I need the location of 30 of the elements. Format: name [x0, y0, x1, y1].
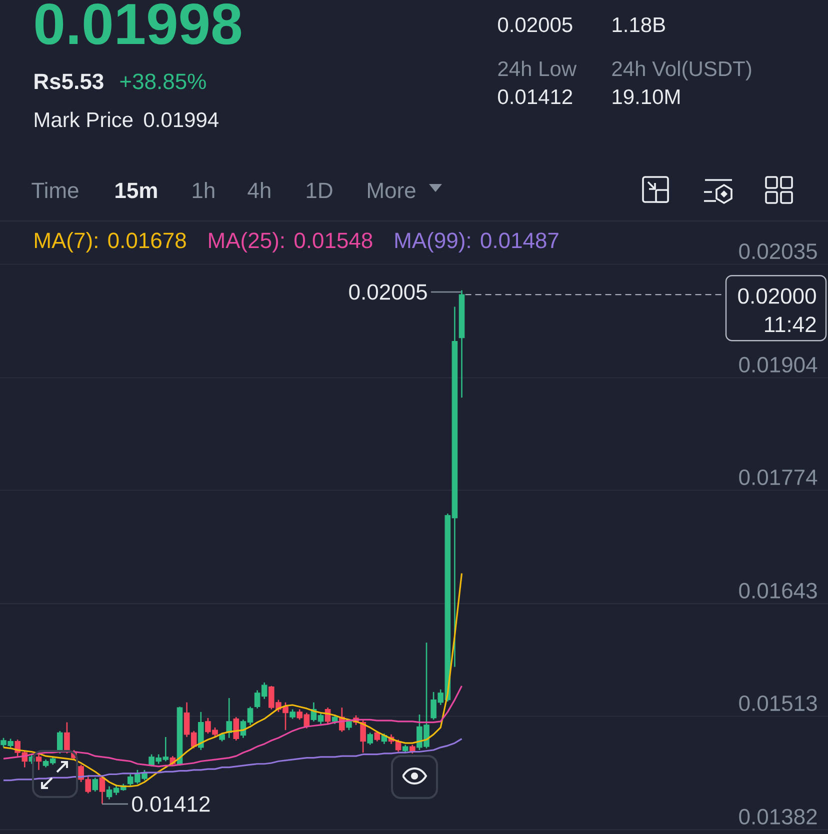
text: +38.85%: [120, 74, 206, 90]
text: 15m: [116, 182, 157, 198]
text: 4h: [248, 182, 270, 198]
ref-line-label: 0.02000: [738, 288, 816, 304]
text: MA(25): 0.01548: [209, 232, 372, 253]
annotation: 0.01412: [132, 796, 210, 812]
text: 0.02005: [498, 17, 572, 32]
text: 24h Low: [498, 60, 577, 76]
text: 0.01994: [144, 112, 218, 128]
text: More: [368, 182, 416, 198]
text: MA(99): 0.01487: [395, 232, 558, 253]
text: 19.10M: [612, 89, 680, 104]
y-tick-label: 0.01382: [739, 808, 817, 824]
text: 11:42: [765, 316, 816, 332]
annotation: 0.02005: [349, 284, 427, 300]
text: Rs5.53: [34, 74, 104, 90]
text: Mark Price: [34, 112, 133, 128]
y-tick-label: 0.02035: [739, 244, 817, 260]
y-tick-label: 0.01513: [739, 695, 817, 712]
text: Time: [32, 182, 78, 198]
y-tick-label: 0.01643: [739, 582, 817, 598]
text: 1h: [192, 182, 214, 198]
text: 24h Vol(USDT): [612, 60, 752, 80]
text: MA(7): 0.01678: [35, 232, 186, 253]
y-tick-label: 0.01904: [739, 356, 818, 373]
text: 1.18B: [612, 17, 665, 32]
text: 1D: [306, 182, 332, 198]
text: 0.01412: [498, 89, 572, 104]
chart-title: 0.01998: [35, 3, 242, 45]
y-tick-label: 0.01774: [739, 469, 818, 486]
